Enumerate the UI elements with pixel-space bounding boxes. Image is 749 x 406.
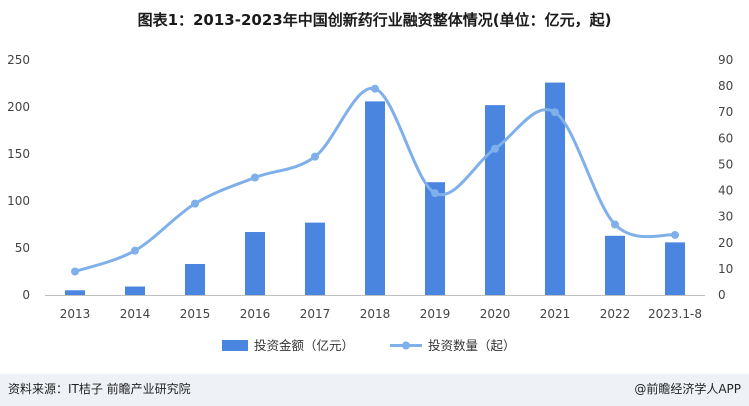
- x-tick-label: 2023.1-8: [648, 307, 702, 321]
- left-tick-label: 50: [15, 241, 30, 255]
- x-tick-label: 2020: [480, 307, 511, 321]
- x-tick-label: 2019: [420, 307, 451, 321]
- bar: [245, 232, 265, 295]
- right-tick-label: 70: [718, 105, 733, 119]
- line-point: [311, 152, 319, 161]
- line-path: [74, 87, 676, 273]
- source-note: 资料来源：IT桔子 前瞻产业研究院: [8, 382, 191, 396]
- line-point: [71, 267, 79, 276]
- left-tick-label: 150: [7, 147, 30, 161]
- right-tick-label: 0: [718, 288, 726, 302]
- bar: [365, 101, 385, 295]
- legend: 投资金额（亿元） 投资数量（起）: [222, 338, 516, 353]
- x-tick-label: 2022: [600, 307, 631, 321]
- x-tick-label: 2013: [60, 307, 91, 321]
- right-tick-label: 40: [718, 184, 733, 198]
- chart-title: 图表1：2013-2023年中国创新药行业融资整体情况(单位：亿元，起): [137, 11, 612, 29]
- right-tick-label: 30: [718, 210, 733, 224]
- line-point: [491, 144, 499, 153]
- bar: [305, 222, 325, 295]
- bar: [485, 105, 505, 296]
- right-axis-ticks: 0 10 20 30 40 50 60 70 80 90: [718, 53, 733, 302]
- right-tick-label: 10: [718, 262, 733, 276]
- line-point: [251, 173, 259, 182]
- x-axis-ticks: 2013 2014 2015 2016 2017 2018 2019 2020 2021 2022…: [60, 307, 702, 321]
- right-tick-label: 80: [718, 79, 733, 93]
- line-point: [371, 84, 379, 93]
- app-credit: @前瞻经济学人APP: [634, 382, 741, 396]
- line-series: [71, 84, 679, 276]
- x-tick-label: 2016: [240, 307, 271, 321]
- right-tick-label: 50: [718, 157, 733, 171]
- x-tick-label: 2018: [360, 307, 391, 321]
- legend-line-marker: [402, 341, 410, 350]
- bar: [125, 286, 145, 295]
- left-tick-label: 200: [7, 100, 30, 114]
- line-point: [131, 246, 139, 255]
- footer: 资料来源：IT桔子 前瞻产业研究院 @前瞻经济学人APP: [0, 374, 749, 406]
- x-tick-label: 2021: [540, 307, 571, 321]
- x-tick-label: 2015: [180, 307, 211, 321]
- left-tick-label: 0: [22, 288, 30, 302]
- bar-series: [65, 82, 685, 296]
- right-tick-label: 90: [718, 53, 733, 67]
- bar: [425, 182, 445, 295]
- combo-chart: 0 50 100 150 200 250 0 10 20 30 40 50 60 70 80 90 2013…: [7, 53, 733, 353]
- line-point: [191, 199, 199, 208]
- bar: [665, 242, 685, 295]
- legend-line-label: 投资数量（起）: [428, 338, 516, 353]
- legend-bar-swatch: [222, 340, 248, 351]
- bar: [605, 235, 625, 295]
- bar: [65, 290, 85, 295]
- legend-bar-label: 投资金额（亿元）: [254, 338, 354, 353]
- right-tick-label: 60: [718, 131, 733, 145]
- right-tick-label: 20: [718, 236, 733, 250]
- left-axis-ticks: 0 50 100 150 200 250: [7, 53, 30, 302]
- left-tick-label: 250: [7, 53, 30, 67]
- bar: [545, 82, 565, 295]
- line-point: [431, 189, 439, 198]
- bar: [185, 263, 205, 295]
- x-tick-label: 2017: [300, 307, 331, 321]
- x-tick-label: 2014: [120, 307, 151, 321]
- line-point: [611, 220, 619, 229]
- line-point: [671, 230, 679, 239]
- left-tick-label: 100: [7, 194, 30, 208]
- line-point: [551, 108, 559, 117]
